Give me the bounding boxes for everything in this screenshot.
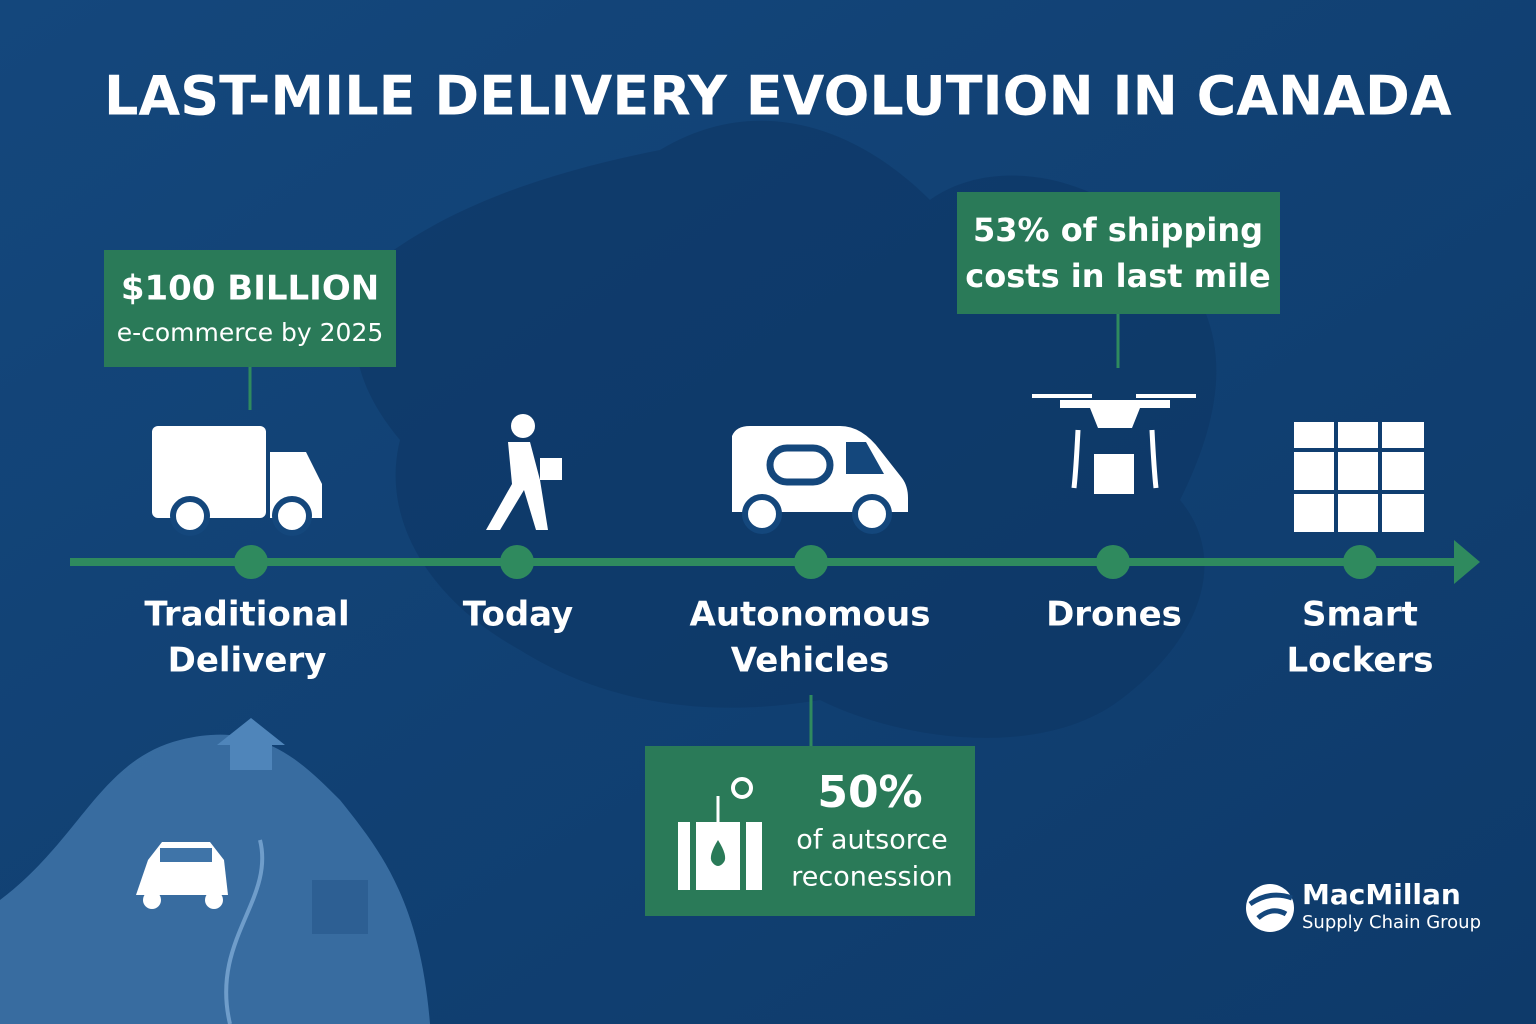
callout-box: [957, 192, 1280, 314]
stage-label: Drones: [1046, 595, 1182, 635]
callout-text: reconession: [791, 862, 952, 893]
fuel-icon: [678, 777, 762, 890]
logo-name: MacMillan: [1302, 878, 1461, 911]
callout-text: e-commerce by 2025: [117, 318, 384, 347]
truck-icon: [152, 426, 322, 536]
lockers-icon: [1294, 422, 1424, 532]
stage-label: Delivery: [168, 641, 327, 681]
drone-icon: [1032, 394, 1196, 494]
logo-tagline: Supply Chain Group: [1302, 912, 1481, 933]
road: [224, 839, 265, 1024]
timeline-arrow: [1454, 540, 1480, 584]
up-arrow: [217, 718, 285, 770]
parcel-icon: [312, 880, 368, 934]
callout-headline: $100 BILLION: [121, 269, 379, 309]
stage-label: Traditional: [144, 595, 349, 635]
van-icon: [732, 426, 908, 534]
courier-icon: [486, 414, 562, 530]
car-window: [160, 848, 212, 862]
stage-label: Autonomous: [690, 595, 931, 635]
stage-label: Vehicles: [731, 641, 889, 681]
stage-label: Today: [463, 595, 573, 635]
stage-label: Smart: [1302, 595, 1418, 635]
logo-mark: [1246, 884, 1294, 932]
callout-text: of autsorce: [796, 825, 947, 856]
callout-headline: 50%: [817, 767, 922, 818]
callout-box: [104, 250, 396, 367]
title: LAST-MILE DELIVERY EVOLUTION IN CANADA: [104, 65, 1452, 128]
stage-label: Lockers: [1287, 641, 1434, 681]
callout-text: costs in last mile: [965, 257, 1270, 295]
timeline-dots: [234, 545, 1377, 579]
callout-text: 53% of shipping: [973, 211, 1263, 249]
